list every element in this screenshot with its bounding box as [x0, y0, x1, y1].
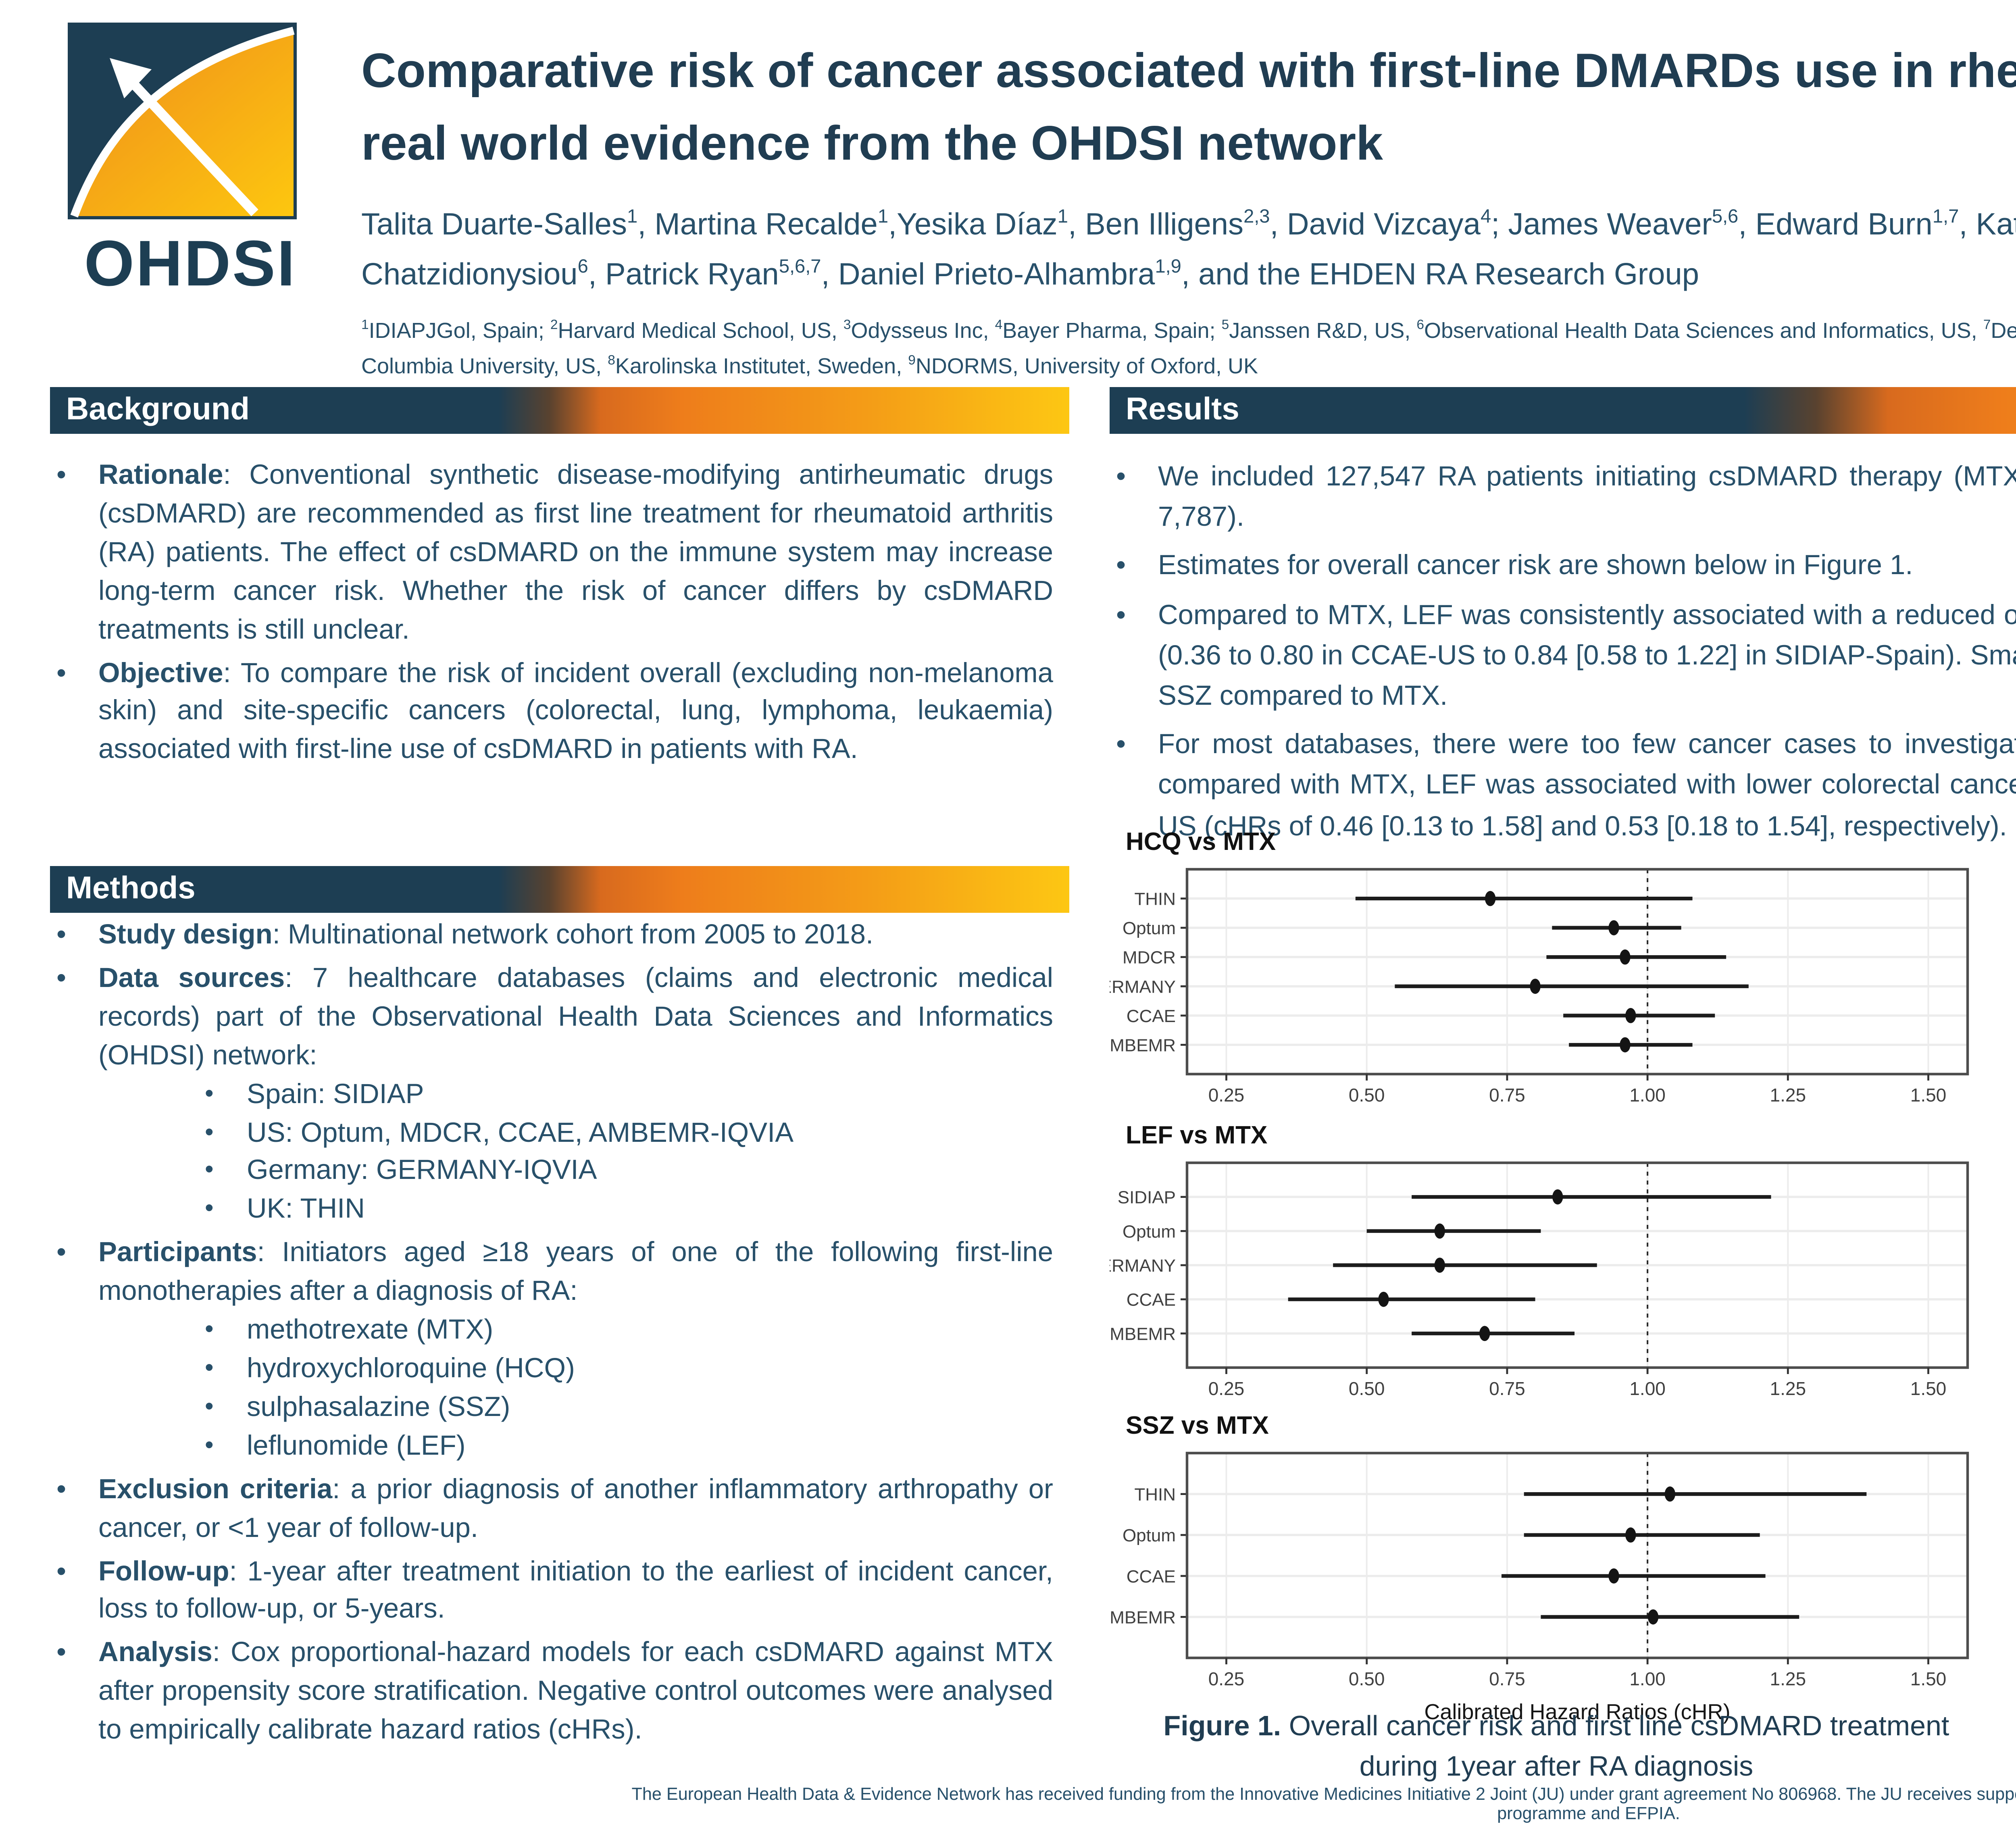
authors: Talita Duarte-Salles1, Martina Recalde1,… [361, 206, 2016, 293]
ohdsi-logo-label: OHDSI [84, 229, 297, 300]
svg-text:1.25: 1.25 [1770, 1085, 1806, 1106]
svg-text:GERMANY: GERMANY [1110, 1256, 1176, 1276]
svg-text:CCAE: CCAE [1127, 1290, 1176, 1310]
bullet-item: Objective: To compare the risk of incide… [50, 654, 1053, 770]
ehden-logo-icon: EHDEN EUROPEAN HEALTH DATA & EVIDENCE NE… [2013, 1455, 2016, 1603]
svg-text:SIDIAP: SIDIAP [1118, 1188, 1176, 1208]
plot-canvas: THIN Optum MDCR GERMANY CCAE AMBEMR 0.25 0.50 0.… [1110, 864, 1992, 1106]
svg-text:AMBEMR: AMBEMR [1110, 1035, 1176, 1055]
affiliations: 1IDIAPJGol, Spain; 2Harvard Medical Scho… [361, 315, 2016, 379]
svg-text:CCAE: CCAE [1127, 1567, 1176, 1587]
svg-text:0.25: 0.25 [1208, 1085, 1245, 1106]
svg-text:THIN: THIN [1134, 1485, 1176, 1505]
sub-bullet-item: Germany: GERMANY-IQVIA [202, 1152, 1053, 1191]
forest-plot-lef-vs-mtx: LEF vs MTX SIDIAP Optum GERMANY CCAE AMBEMR 0… [1110, 1122, 1992, 1400]
bullet-item: Participants: Initiators aged ≥18 years … [50, 1234, 1053, 1466]
forest-plot-svg: THIN Optum CCAE AMBEMR 0.25 0.50 0.75 1.00 1.25 1… [1110, 1451, 1969, 1724]
bullet-item: For most databases, there were too few c… [1110, 725, 2016, 846]
svg-text:Optum: Optum [1123, 918, 1176, 938]
svg-text:0.50: 0.50 [1349, 1378, 1385, 1399]
svg-text:1.50: 1.50 [1910, 1668, 1947, 1689]
bullet-item: Analysis: Cox proportional-hazard models… [50, 1634, 1053, 1750]
svg-text:1.50: 1.50 [1910, 1378, 1947, 1399]
page-title-line1: Comparative risk of cancer associated wi… [361, 45, 2016, 98]
svg-text:THIN: THIN [1134, 889, 1176, 909]
sub-bullet-item: UK: THIN [202, 1191, 1053, 1229]
ohdsi-logo: OHDSI [61, 19, 319, 302]
sub-bullet-item: Spain: SIDIAP [202, 1075, 1053, 1114]
svg-text:AMBEMR: AMBEMR [1110, 1607, 1176, 1627]
plot-title: LEF vs MTX [1126, 1122, 1268, 1150]
forest-plot-ssz-vs-mtx: SSZ vs MTX THIN Optum CCAE AMBEMR 0.25 0.50 0.… [1110, 1413, 1992, 1726]
svg-text:0.50: 0.50 [1349, 1085, 1385, 1106]
bullet-item: Exclusion criteria: a prior diagnosis of… [50, 1470, 1053, 1547]
svg-text:1.00: 1.00 [1629, 1378, 1666, 1399]
section-header-methods: Methods [50, 866, 1069, 913]
methods-list: Study design: Multinational network coho… [50, 916, 1053, 1755]
svg-text:0.50: 0.50 [1349, 1668, 1385, 1689]
forest-plot-svg: SIDIAP Optum GERMANY CCAE AMBEMR 0.25 0.50 0.75… [1110, 1161, 1969, 1399]
bullet-item: Data sources: 7 healthcare databases (cl… [50, 960, 1053, 1229]
bullet-item: Rationale: Conventional synthetic diseas… [50, 456, 1053, 649]
funding-footer: The European Health Data & Evidence Netw… [631, 1785, 2016, 1824]
svg-text:AMBEMR: AMBEMR [1110, 1324, 1176, 1344]
plot-title: SSZ vs MTX [1126, 1413, 1269, 1440]
svg-text:MDCR: MDCR [1123, 948, 1176, 968]
bullet-item: Estimates for overall cancer risk are sh… [1110, 546, 2016, 587]
plot-canvas: THIN Optum CCAE AMBEMR 0.25 0.50 0.75 1.00 1.25 1… [1110, 1448, 1992, 1726]
sub-bullet-item: leflunomide (LEF) [202, 1427, 1053, 1466]
plot-canvas: SIDIAP Optum GERMANY CCAE AMBEMR 0.25 0.50 0.75… [1110, 1158, 1992, 1400]
bullet-item: We included 127,547 RA patients initiati… [1110, 456, 2016, 538]
svg-text:GERMANY: GERMANY [1110, 977, 1176, 997]
svg-text:0.75: 0.75 [1489, 1668, 1525, 1689]
svg-text:0.25: 0.25 [1208, 1668, 1245, 1689]
svg-text:1.50: 1.50 [1910, 1085, 1947, 1106]
background-list: Rationale: Conventional synthetic diseas… [50, 456, 1053, 775]
figure-caption-label: Figure 1. [1163, 1709, 1281, 1742]
sub-bullet-item: US: Optum, MDCR, CCAE, AMBEMR-IQVIA [202, 1114, 1053, 1152]
svg-text:1.25: 1.25 [1770, 1668, 1806, 1689]
sub-bullet-item: sulphasalazine (SSZ) [202, 1389, 1053, 1427]
svg-text:Optum: Optum [1123, 1222, 1176, 1241]
sub-bullet-item: hydroxychloroquine (HCQ) [202, 1350, 1053, 1389]
svg-text:CCAE: CCAE [1127, 1006, 1176, 1026]
ehden-logo: EHDEN EUROPEAN HEALTH DATA & EVIDENCE NE… [2013, 1455, 2016, 1603]
svg-text:1.00: 1.00 [1629, 1085, 1666, 1106]
bullet-item: Study design: Multinational network coho… [50, 916, 1053, 955]
bullet-item: Follow-up: 1-year after treatment initia… [50, 1552, 1053, 1629]
svg-text:0.25: 0.25 [1208, 1378, 1245, 1399]
page-title-line2: real world evidence from the OHDSI netwo… [361, 118, 1383, 171]
figure-caption-text: Overall cancer risk and first line csDMA… [1281, 1709, 1949, 1782]
section-header-background: Background [50, 387, 1069, 434]
svg-text:Optum: Optum [1123, 1526, 1176, 1545]
svg-text:Calibrated Hazard Ratios (cHR): Calibrated Hazard Ratios (cHR) [1424, 1700, 1730, 1724]
svg-text:0.75: 0.75 [1489, 1085, 1525, 1106]
plot-title: HCQ vs MTX [1126, 829, 1276, 856]
section-header-results: Results [1110, 387, 2016, 434]
figure-caption: Figure 1. Overall cancer risk and first … [1129, 1706, 1984, 1787]
svg-text:1.25: 1.25 [1770, 1378, 1806, 1399]
bullet-item: Compared to MTX, LEF was consistently as… [1110, 594, 2016, 716]
svg-text:1.00: 1.00 [1629, 1668, 1666, 1689]
forest-plot-hcq-vs-mtx: HCQ vs MTX THIN Optum MDCR GERMANY CCAE AMBEM… [1110, 829, 1992, 1106]
forest-plot-svg: THIN Optum MDCR GERMANY CCAE AMBEMR 0.25 0.50 0.… [1110, 868, 1969, 1106]
title-block: Comparative risk of cancer associated wi… [361, 35, 2016, 382]
sub-bullet-item: methotrexate (MTX) [202, 1311, 1053, 1350]
svg-text:0.75: 0.75 [1489, 1378, 1525, 1399]
results-list: We included 127,547 RA patients initiati… [1110, 456, 2016, 854]
ohdsi-logo-icon [68, 23, 297, 219]
